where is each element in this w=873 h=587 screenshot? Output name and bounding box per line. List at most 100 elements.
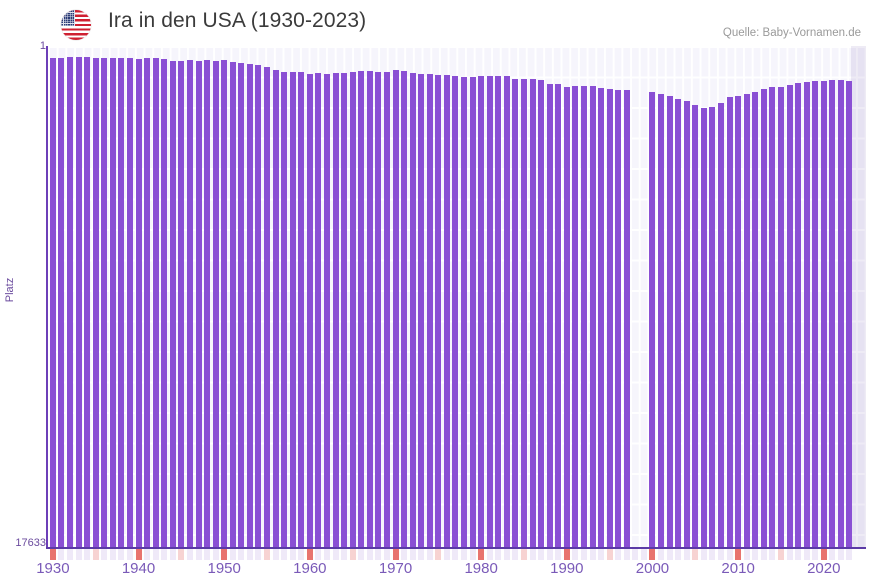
bar: [666, 95, 673, 548]
bar: [443, 75, 450, 548]
bar: [418, 73, 425, 548]
x-tick-minor: [769, 549, 776, 560]
x-tick-minor: [658, 549, 665, 560]
x-tick-minor: [675, 549, 682, 560]
x-axis-tick-label: 2000: [635, 560, 670, 577]
x-tick-major: [135, 549, 142, 560]
x-tick-minor: [264, 549, 271, 560]
x-tick-minor: [272, 549, 279, 560]
y-axis-title: Platz: [4, 277, 16, 303]
bar: [144, 57, 151, 548]
forecast-shaded-region: [850, 46, 866, 548]
bar: [409, 72, 416, 548]
x-tick-minor: [529, 549, 536, 560]
x-tick-minor: [375, 549, 382, 560]
x-tick-minor: [512, 549, 519, 560]
x-tick-minor: [700, 549, 707, 560]
x-tick-minor: [452, 549, 459, 560]
bar: [332, 73, 339, 548]
bar: [298, 72, 305, 548]
bar: [84, 56, 91, 548]
bar: [401, 71, 408, 548]
bar: [538, 79, 545, 548]
bar: [700, 108, 707, 548]
x-tick-minor: [760, 549, 767, 560]
bar: [795, 83, 802, 548]
bar: [580, 85, 587, 548]
bar: [829, 80, 836, 548]
x-tick-minor: [623, 549, 630, 560]
x-tick-minor: [683, 549, 690, 560]
x-tick-minor: [229, 549, 236, 560]
x-tick-minor: [109, 549, 116, 560]
bar: [255, 64, 262, 548]
x-tick-minor: [795, 549, 802, 560]
x-tick-minor: [495, 549, 502, 560]
bar: [135, 58, 142, 548]
plot-area: [48, 46, 866, 548]
x-tick-minor: [580, 549, 587, 560]
x-tick-minor: [837, 549, 844, 560]
x-tick-minor: [846, 549, 853, 560]
x-tick-major: [649, 549, 656, 560]
bar: [786, 84, 793, 548]
x-tick-minor: [401, 549, 408, 560]
bar: [846, 81, 853, 548]
chart-header: Ira in den USA (1930-2023) Quelle: Baby-…: [0, 0, 873, 46]
x-tick-minor: [383, 549, 390, 560]
bar: [289, 71, 296, 548]
x-axis-tick-label: 1980: [464, 560, 498, 577]
x-tick-minor: [829, 549, 836, 560]
x-tick-minor: [503, 549, 510, 560]
bar: [204, 60, 211, 548]
bar: [306, 73, 313, 548]
x-tick-major: [49, 549, 56, 560]
x-tick-minor: [101, 549, 108, 560]
bar: [709, 107, 716, 548]
bar: [598, 88, 605, 548]
bar: [169, 60, 176, 548]
x-axis-tick-label: 1930: [36, 560, 70, 577]
x-tick-major: [221, 549, 228, 560]
x-tick-minor: [204, 549, 211, 560]
bar: [178, 60, 185, 548]
x-tick-minor: [692, 549, 699, 560]
x-tick-major: [478, 549, 485, 560]
bar: [649, 92, 656, 548]
bar: [109, 57, 116, 548]
x-tick-minor: [546, 549, 553, 560]
x-tick-minor: [281, 549, 288, 560]
x-tick-minor: [118, 549, 125, 560]
bar: [529, 79, 536, 548]
bar: [315, 73, 322, 548]
x-tick-minor: [67, 549, 74, 560]
bar: [572, 85, 579, 548]
x-tick-minor: [178, 549, 185, 560]
bar: [195, 60, 202, 548]
bar: [615, 89, 622, 548]
x-tick-minor: [289, 549, 296, 560]
bar: [555, 84, 562, 548]
bar: [92, 57, 99, 548]
bar: [264, 67, 271, 548]
x-tick-minor: [443, 549, 450, 560]
bar: [512, 78, 519, 548]
x-axis-ticks: [48, 549, 866, 560]
bar: [743, 93, 750, 548]
bar: [769, 87, 776, 548]
x-tick-minor: [418, 549, 425, 560]
bar: [58, 58, 65, 548]
bar: [606, 88, 613, 548]
bar: [520, 79, 527, 548]
bar: [375, 72, 382, 548]
bar: [837, 79, 844, 548]
x-tick-minor: [126, 549, 133, 560]
x-tick-minor: [812, 549, 819, 560]
bar: [486, 76, 493, 548]
x-tick-minor: [358, 549, 365, 560]
x-tick-minor: [606, 549, 613, 560]
x-axis-line: [46, 547, 866, 549]
bar: [212, 61, 219, 548]
bar: [246, 63, 253, 548]
x-tick-major: [392, 549, 399, 560]
